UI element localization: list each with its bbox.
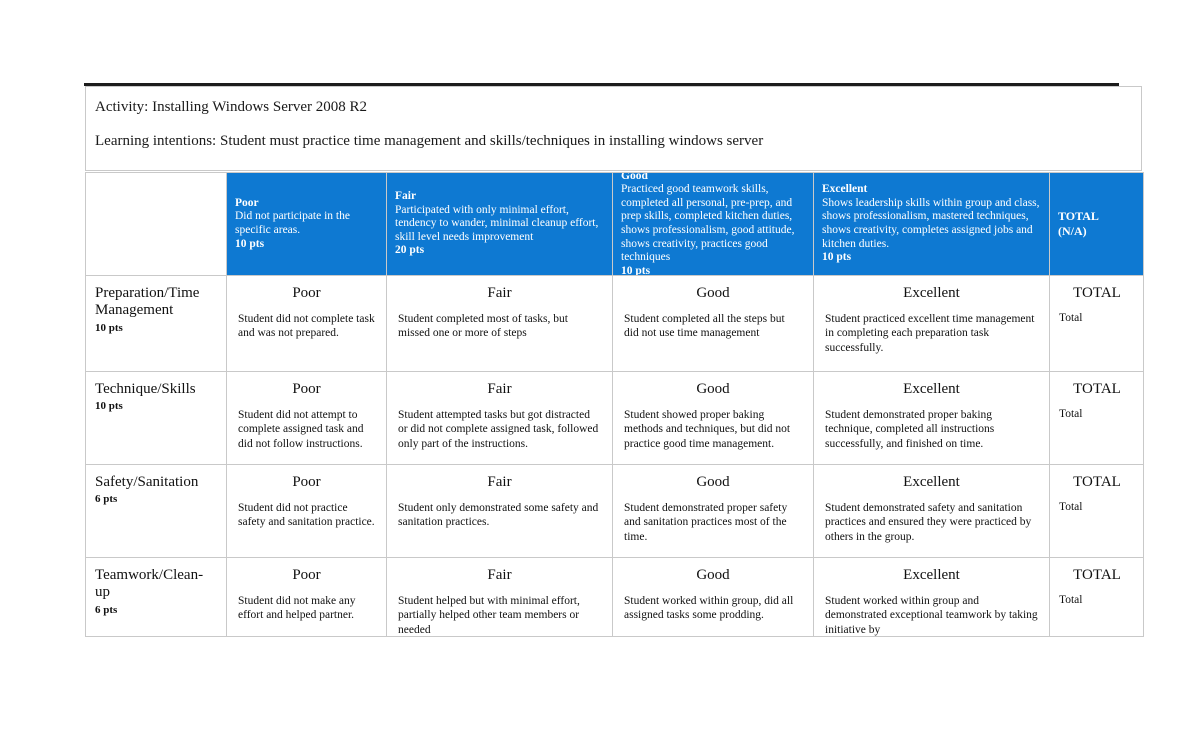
total-cell: TOTAL Total [1050, 372, 1144, 465]
rubric-cell: Good Student demonstrated proper safety … [613, 465, 814, 558]
header-cell-poor: Poor Did not participate in the specific… [227, 173, 387, 276]
grade-description: Student completed most of tasks, but mis… [398, 312, 568, 340]
learning-intentions: Learning intentions: Student must practi… [95, 132, 764, 149]
rubric-cell: Fair Student attempted tasks but got dis… [387, 372, 613, 465]
grade-title: Excellent [903, 474, 960, 490]
grade-title: Fair [487, 285, 512, 301]
header-cell-fair: Fair Participated with only minimal effo… [387, 173, 613, 276]
level-title: Poor [235, 196, 259, 209]
grade-title: Good [696, 567, 730, 583]
grade-description: Student showed proper baking methods and… [624, 408, 791, 450]
criterion-points: 10 pts [95, 400, 123, 413]
grade-description: Student demonstrated proper baking techn… [825, 408, 995, 450]
grade-description: Student worked within group, did all ass… [624, 594, 794, 622]
criterion-cell-teamwork: Teamwork/Clean-up 6 pts [86, 558, 227, 637]
grade-title: Fair [487, 567, 512, 583]
total-value: Total [1059, 593, 1083, 606]
criterion-cell-safety: Safety/Sanitation 6 pts [86, 465, 227, 558]
grade-title: Excellent [903, 567, 960, 583]
level-description: Participated with only minimal effort, t… [395, 203, 599, 243]
rubric-cell: Fair Student only demonstrated some safe… [387, 465, 613, 558]
level-title: Fair [395, 190, 417, 203]
criterion-name: Safety/Sanitation [95, 474, 199, 490]
rubric-cell: Poor Student did not attempt to complete… [227, 372, 387, 465]
activity-title: Activity: Installing Windows Server 2008… [95, 99, 368, 115]
grade-description: Student attempted tasks but got distract… [398, 408, 599, 450]
level-title: Good [621, 173, 648, 182]
total-header-line2: (N/A) [1058, 224, 1087, 238]
total-title: TOTAL [1073, 474, 1121, 490]
grade-title: Excellent [903, 381, 960, 397]
header-cell-good: Good Practiced good teamwork skills, com… [613, 173, 814, 276]
grade-description: Student worked within group and demonstr… [825, 594, 1038, 636]
level-points: 20 pts [395, 244, 425, 257]
grade-title: Fair [487, 474, 512, 490]
criterion-name: Teamwork/Clean-up [95, 567, 204, 601]
rubric-table: Poor Did not participate in the specific… [85, 172, 1144, 637]
rubric-cell: Good Student completed all the steps but… [613, 276, 814, 372]
rubric-cell: Fair Student helped but with minimal eff… [387, 558, 613, 637]
grade-description: Student only demonstrated some safety an… [398, 501, 599, 529]
grade-title: Good [696, 381, 730, 397]
rubric-cell: Poor Student did not make any effort and… [227, 558, 387, 637]
grade-description: Student helped but with minimal effort, … [398, 594, 580, 636]
grade-title: Excellent [903, 285, 960, 301]
grade-title: Poor [292, 474, 321, 490]
level-description: Did not participate in the specific area… [235, 210, 350, 236]
total-title: TOTAL [1073, 381, 1121, 397]
grade-description: Student did not practice safety and sani… [238, 501, 375, 529]
rubric-cell: Excellent Student practiced excellent ti… [814, 276, 1050, 372]
header-cell-total: TOTAL (N/A) [1050, 173, 1144, 276]
grade-description: Student completed all the steps but did … [624, 312, 785, 340]
grade-title: Good [696, 474, 730, 490]
grade-title: Good [696, 285, 730, 301]
criterion-points: 10 pts [95, 321, 123, 334]
level-description: Shows leadership skills within group and… [822, 196, 1040, 250]
criterion-cell-technique: Technique/Skills 10 pts [86, 372, 227, 465]
rubric-cell: Excellent Student demonstrated proper ba… [814, 372, 1050, 465]
level-title: Excellent [822, 183, 868, 196]
rubric-cell: Excellent Student worked within group an… [814, 558, 1050, 637]
intro-box: Activity: Installing Windows Server 2008… [85, 86, 1142, 171]
criterion-name: Technique/Skills [95, 381, 196, 397]
criterion-cell-preparation: Preparation/Time Management 10 pts [86, 276, 227, 372]
level-description: Practiced good teamwork skills, complete… [621, 183, 795, 264]
grade-description: Student demonstrated safety and sanitati… [825, 501, 1032, 543]
grade-title: Poor [292, 285, 321, 301]
grade-title: Fair [487, 381, 512, 397]
grade-title: Poor [292, 381, 321, 397]
level-points: 10 pts [822, 251, 852, 264]
rubric-cell: Excellent Student demonstrated safety an… [814, 465, 1050, 558]
rubric-cell: Poor Student did not complete task and w… [227, 276, 387, 372]
total-cell: TOTAL Total [1050, 465, 1144, 558]
grade-title: Poor [292, 567, 321, 583]
criterion-points: 6 pts [95, 603, 118, 616]
grade-description: Student demonstrated proper safety and s… [624, 501, 788, 543]
grade-description: Student did not complete task and was no… [238, 312, 375, 340]
total-value: Total [1059, 311, 1083, 324]
rubric-cell: Good Student worked within group, did al… [613, 558, 814, 637]
header-corner-cell [86, 173, 227, 276]
total-value: Total [1059, 407, 1083, 420]
header-cell-excellent: Excellent Shows leadership skills within… [814, 173, 1050, 276]
criterion-points: 6 pts [95, 493, 118, 506]
total-title: TOTAL [1073, 567, 1121, 583]
rubric-cell: Fair Student completed most of tasks, bu… [387, 276, 613, 372]
total-cell: TOTAL Total [1050, 558, 1144, 637]
total-title: TOTAL [1073, 285, 1121, 301]
total-cell: TOTAL Total [1050, 276, 1144, 372]
criterion-name: Preparation/Time Management [95, 285, 200, 319]
total-header-line1: TOTAL [1058, 209, 1099, 223]
grade-description: Student did not attempt to complete assi… [238, 408, 364, 450]
level-points: 10 pts [621, 264, 651, 276]
rubric-cell: Poor Student did not practice safety and… [227, 465, 387, 558]
total-value: Total [1059, 500, 1083, 513]
rubric-cell: Good Student showed proper baking method… [613, 372, 814, 465]
level-points: 10 pts [235, 237, 265, 250]
grade-description: Student practiced excellent time managem… [825, 312, 1035, 354]
grade-description: Student did not make any effort and help… [238, 594, 356, 622]
horizontal-rule [84, 83, 1119, 86]
